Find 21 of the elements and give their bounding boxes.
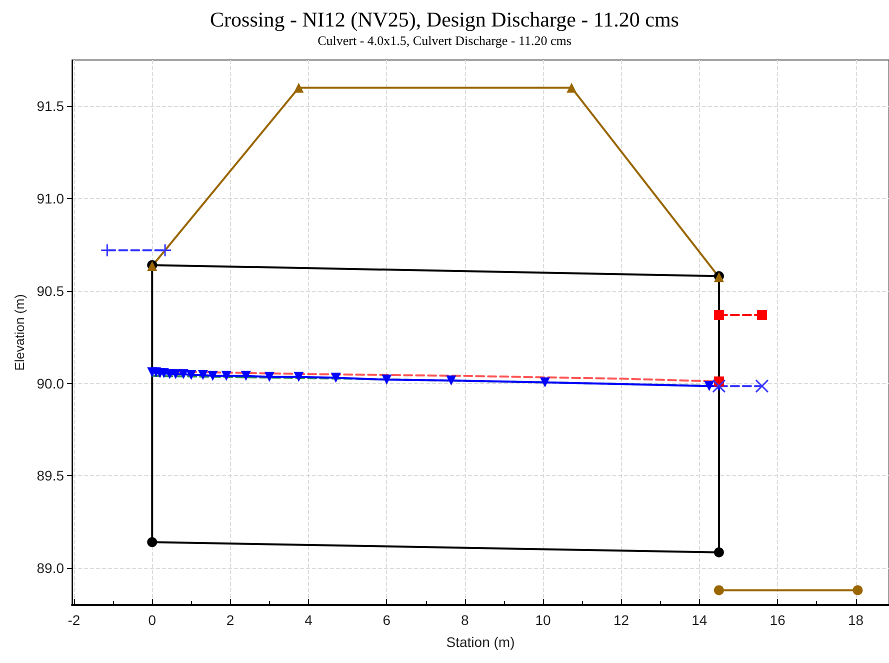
y-tick-label: 90.0 — [36, 375, 64, 392]
chart-title: Crossing - NI12 (NV25), Design Discharge - 11.20 cms — [210, 8, 679, 32]
y-axis-title: Elevation (m) — [12, 294, 27, 371]
y-tick-label: 89.5 — [36, 468, 64, 484]
x-tick-label: 12 — [613, 612, 630, 628]
x-tick-label: 16 — [770, 612, 786, 628]
y-tick-label: 89.0 — [36, 560, 64, 576]
chart-subtitle: Culvert - 4.0x1.5, Culvert Discharge - 11.20 cms — [318, 33, 572, 48]
y-tick-label: 91.0 — [36, 190, 64, 207]
y-tick-label: 90.5 — [36, 282, 64, 299]
x-tick-label: 8 — [460, 612, 469, 628]
x-tick-label: 4 — [304, 612, 313, 628]
x-tick-label: 10 — [535, 612, 552, 628]
x-tick-label: 18 — [848, 612, 864, 628]
x-axis-title: Station (m) — [446, 634, 515, 650]
x-tick-label: 14 — [692, 612, 708, 628]
x-tick-label: 6 — [382, 612, 391, 628]
x-tick-label: 0 — [148, 612, 156, 628]
x-tick-label: -2 — [68, 612, 80, 628]
x-tick-label: 2 — [226, 612, 234, 628]
y-tick-label: 91.5 — [36, 98, 64, 114]
